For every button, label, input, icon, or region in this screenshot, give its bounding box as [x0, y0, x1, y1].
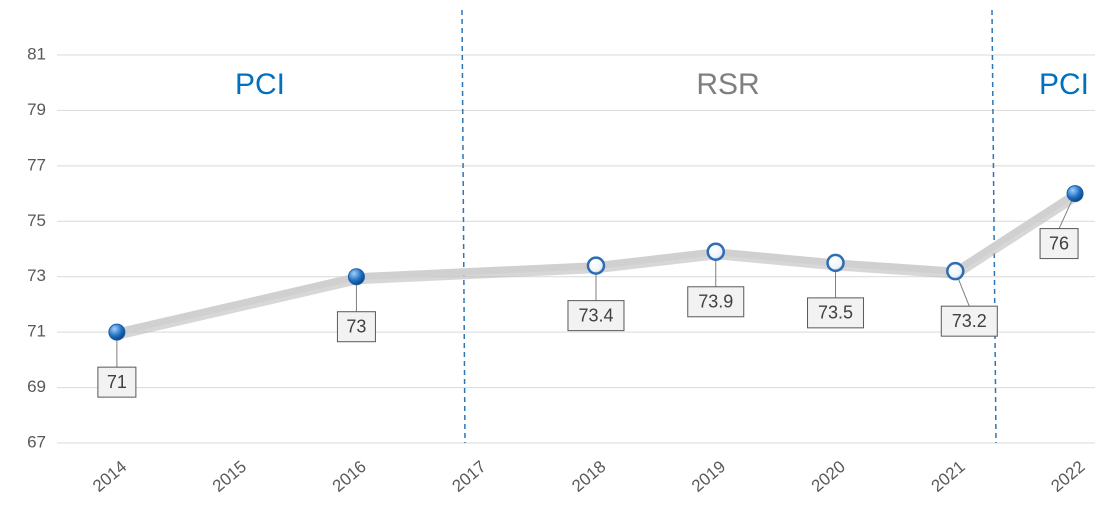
y-tick-label: 79: [27, 100, 46, 119]
data-label: 73.2: [952, 311, 987, 331]
data-label-box: [687, 286, 745, 318]
data-label: 71: [107, 372, 127, 392]
data-label-box: [807, 297, 865, 329]
y-tick-label: 71: [27, 322, 46, 341]
y-tick-label: 81: [27, 44, 46, 63]
marker: [706, 242, 725, 262]
data-label: 76: [1049, 233, 1069, 253]
data-label: 73.5: [818, 303, 853, 323]
data-label-box: [567, 300, 625, 332]
y-tick-label: 67: [27, 432, 46, 451]
marker: [347, 268, 365, 286]
region-label: RSR: [696, 68, 759, 101]
y-tick-label: 75: [27, 211, 46, 230]
x-tick-label: 2014: [89, 457, 130, 496]
data-label: 73.9: [698, 292, 733, 312]
x-tick-label: 2017: [448, 457, 489, 496]
y-tick-label: 69: [27, 377, 46, 396]
data-label: 73.4: [578, 305, 613, 325]
x-tick-label: 2022: [1047, 457, 1088, 496]
region-label: PCI: [235, 68, 285, 101]
x-tick-label: 2015: [209, 457, 250, 496]
x-tick-label: 2018: [568, 457, 609, 496]
marker: [826, 253, 845, 273]
x-tick-label: 2016: [329, 457, 370, 496]
divider: [991, 9, 997, 444]
marker: [108, 323, 126, 341]
grid: [57, 54, 1095, 444]
y-tick-label: 77: [27, 155, 46, 174]
data-label-box: [97, 366, 137, 398]
data-label: 73: [346, 316, 366, 336]
region-label: PCI: [1039, 68, 1089, 101]
x-tick-label: 2021: [928, 457, 969, 496]
marker: [1066, 185, 1084, 203]
marker: [946, 261, 965, 281]
divider: [461, 9, 466, 444]
x-tick-label: 2019: [688, 457, 729, 496]
data-label-box: [940, 305, 998, 337]
y-tick-label: 73: [27, 266, 46, 285]
x-tick-label: 2020: [808, 457, 849, 496]
data-label-box: [1039, 228, 1079, 260]
marker: [586, 256, 606, 275]
data-label-box: [336, 311, 376, 343]
